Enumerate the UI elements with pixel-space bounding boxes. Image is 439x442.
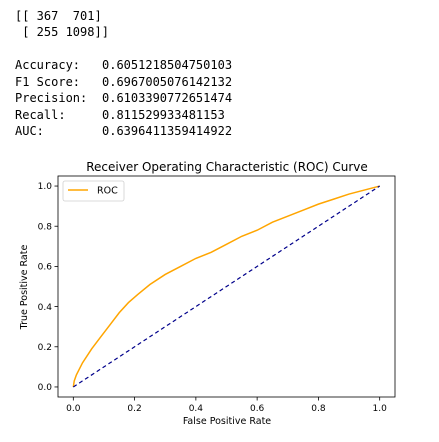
metric-recall: Recall: 0.811529933481153 (15, 107, 232, 124)
x-axis: 0.0 0.2 0.4 0.6 0.8 1.0 (66, 397, 387, 414)
legend-label-roc: ROC (97, 186, 118, 197)
y-tick-label: 0.2 (38, 343, 52, 353)
chart-title: Receiver Operating Characteristic (ROC) … (86, 160, 368, 174)
metric-label: AUC: (15, 124, 44, 138)
metric-auc: AUC: 0.6396411359414922 (15, 123, 232, 140)
x-tick-label: 0.4 (189, 404, 204, 414)
x-tick-label: 1.0 (373, 404, 388, 414)
y-tick-label: 1.0 (38, 182, 53, 192)
roc-curve-line (72, 185, 380, 388)
y-axis: 0.0 0.2 0.4 0.6 0.8 1.0 (38, 182, 58, 393)
x-tick-label: 0.6 (250, 404, 265, 414)
y-tick-label: 0.0 (38, 383, 53, 393)
y-axis-label: True Positive Rate (19, 245, 30, 331)
metric-precision: Precision: 0.6103390772651474 (15, 90, 232, 107)
metric-value: 0.6051218504750103 (102, 58, 233, 72)
confusion-matrix-row: [ 255 1098]] (15, 25, 109, 39)
y-tick-label: 0.4 (38, 303, 53, 313)
confusion-matrix-row: [[ 367 701] (15, 9, 102, 23)
metric-value: 0.6103390772651474 (102, 91, 233, 105)
y-tick-label: 0.6 (38, 263, 53, 273)
x-tick-label: 0.8 (311, 404, 326, 414)
metric-value: 0.811529933481153 (102, 107, 225, 122)
metrics-output: Accuracy: 0.6051218504750103 F1 Score: 0.6… (15, 57, 232, 140)
roc-chart: Receiver Operating Characteristic (ROC) … (19, 160, 396, 427)
diagonal-reference-line (72, 185, 381, 388)
metric-label: Precision: (15, 91, 88, 105)
legend-box (62, 180, 125, 202)
confusion-matrix: [[ 367 701] [ 255 1098]] (15, 8, 109, 40)
metric-f1: F1 Score: 0.6967005076142132 (15, 74, 232, 91)
x-tick-label: 0.0 (66, 404, 81, 414)
metric-label: Recall: (15, 107, 66, 122)
metric-label: Accuracy: (15, 58, 81, 72)
plot-area (72, 185, 381, 388)
metric-label: F1 Score: (15, 74, 81, 89)
axes-frame (57, 175, 396, 398)
y-tick-label: 0.8 (38, 222, 53, 232)
x-tick-label: 0.2 (127, 404, 141, 414)
x-axis-label: False Positive Rate (183, 416, 271, 427)
metric-accuracy: Accuracy: 0.6051218504750103 (15, 57, 232, 74)
metric-value: 0.6967005076142132 (102, 74, 233, 89)
legend: ROC (62, 180, 125, 202)
metric-value: 0.6396411359414922 (102, 124, 233, 138)
